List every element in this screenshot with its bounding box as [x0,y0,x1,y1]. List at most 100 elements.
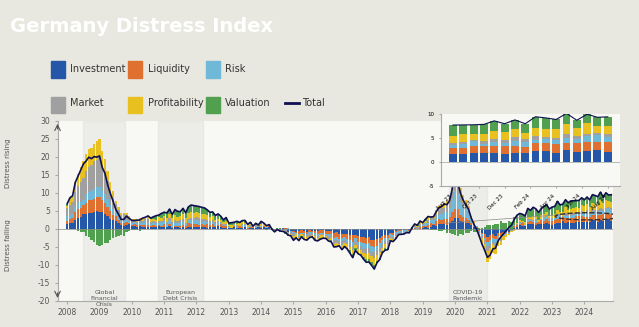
Bar [524,222,527,225]
Bar [440,220,443,224]
Bar [349,240,351,243]
Text: Distress falling: Distress falling [4,219,11,271]
Bar [287,229,289,232]
Bar [583,222,585,229]
Bar [152,221,155,222]
Bar [529,217,532,219]
Bar [408,229,410,230]
Bar [303,229,305,231]
Bar [608,208,610,214]
Bar [217,214,219,219]
Bar [467,223,470,229]
Bar [500,124,509,132]
Bar [387,241,389,244]
Bar [155,226,157,228]
Bar [346,229,348,234]
Text: Global
Financial
Crisis: Global Financial Crisis [91,290,118,307]
Bar [333,229,335,233]
Bar [247,228,249,229]
Bar [123,226,125,229]
Bar [489,244,491,248]
Bar [320,229,321,230]
Bar [320,234,321,235]
Bar [435,217,437,221]
Bar [446,219,448,225]
Bar [573,139,581,143]
Bar [459,221,461,229]
Bar [198,218,201,221]
Bar [433,219,435,224]
Bar [521,223,523,226]
Bar [480,146,488,153]
Bar [373,265,375,269]
Bar [182,225,184,228]
Bar [85,214,87,229]
Bar [573,214,574,215]
Bar [583,216,585,222]
Bar [594,150,601,163]
Bar [578,200,580,208]
Bar [74,220,77,229]
Bar [433,225,435,229]
Bar [330,231,332,234]
Bar [150,228,152,229]
Bar [231,225,233,228]
Bar [155,228,157,229]
Bar [564,223,567,229]
Bar [303,236,305,239]
Bar [473,223,475,224]
Bar [254,228,257,229]
Bar [220,220,222,222]
Bar [459,188,461,196]
Bar [335,237,337,240]
Bar [360,242,362,246]
Bar [163,218,166,221]
Bar [480,153,488,163]
Bar [570,218,572,223]
Bar [540,224,543,229]
Bar [519,214,521,219]
Bar [597,215,599,222]
Bar [573,208,574,214]
Bar [389,240,392,241]
Bar [516,227,518,229]
Bar [325,231,327,234]
Bar [120,229,122,235]
Bar [389,234,392,237]
Bar [589,217,591,222]
Bar [225,226,227,228]
Bar [327,234,330,237]
Bar [134,219,135,221]
Bar [335,229,337,232]
Bar [338,241,341,244]
Bar [378,258,381,260]
Bar [449,121,488,301]
Bar [101,151,104,167]
Bar [338,245,341,246]
Bar [287,234,289,235]
Bar [381,251,383,253]
Bar [532,222,534,224]
Total [408,226,416,230]
Bar [608,195,610,201]
Bar [573,218,574,223]
Bar [438,210,440,215]
Bar [114,204,117,212]
Bar [271,228,273,229]
Bar [451,229,454,234]
Bar [160,226,162,227]
Bar [104,172,106,194]
Bar [365,229,367,238]
Bar [311,229,314,231]
Bar [557,223,558,229]
Bar [484,234,486,238]
Bar [136,223,139,225]
Bar [82,214,84,229]
Bar [128,223,130,225]
Bar [241,225,243,227]
Bar [602,211,604,215]
Bar [169,221,171,224]
Bar [238,222,241,223]
Bar [231,228,233,229]
Bar [376,229,378,239]
